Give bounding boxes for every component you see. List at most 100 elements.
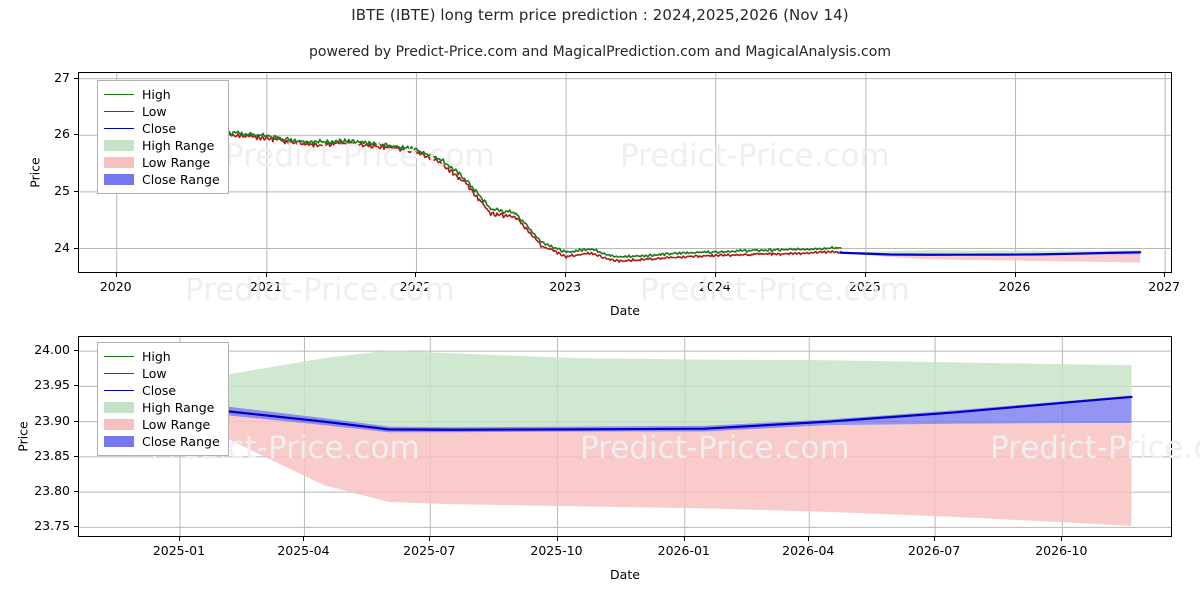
legend-swatch-high-range-icon xyxy=(104,402,134,413)
legend-item-label: Close Range xyxy=(142,434,220,449)
legend-item[interactable]: Close Range xyxy=(104,433,220,450)
legend-item-label: Low Range xyxy=(142,417,211,432)
legend-swatch-low-range-icon xyxy=(104,157,134,168)
x-tick-mark xyxy=(1061,537,1063,541)
legend-item-label: Close Range xyxy=(142,172,220,187)
y-axis-tick: 23.95 xyxy=(34,377,70,393)
y-tick-mark xyxy=(74,491,78,493)
x-axis-tick: 2026-10 xyxy=(1035,543,1088,558)
y-axis-tick: 24.00 xyxy=(34,342,70,358)
legend-swatch-low-line-icon xyxy=(104,106,134,118)
y-axis-tick: 23.75 xyxy=(34,518,70,534)
legend-swatch-close-range-icon xyxy=(104,436,134,447)
long-term-plot-svg xyxy=(79,73,1171,272)
legend-item[interactable]: Low Range xyxy=(104,154,220,171)
forecast-detail-chart-panel xyxy=(78,336,1172,537)
y-axis-tick: 23.80 xyxy=(34,483,70,499)
legend-item[interactable]: Low xyxy=(104,103,220,120)
forecast-detail-y-axis-label: Price xyxy=(15,421,31,452)
y-axis-tick: 24 xyxy=(54,239,70,255)
x-axis-tick: 2026-04 xyxy=(782,543,835,558)
x-axis-tick: 2026-01 xyxy=(657,543,710,558)
y-tick-mark xyxy=(74,247,78,249)
legend-item[interactable]: Low Range xyxy=(104,416,220,433)
forecast-detail-legend: High Low Close High Range Low Range Close Ran… xyxy=(97,342,229,456)
x-axis-tick: 2023 xyxy=(549,279,582,294)
page-title: IBTE (IBTE) long term price prediction :… xyxy=(351,6,849,24)
y-tick-mark xyxy=(74,77,78,79)
y-axis-tick: 27 xyxy=(54,69,70,85)
y-tick-mark xyxy=(74,190,78,192)
x-tick-mark xyxy=(178,537,180,541)
x-tick-mark xyxy=(415,273,417,277)
x-tick-mark xyxy=(303,537,305,541)
forecast-detail-plot-svg xyxy=(79,337,1171,536)
y-tick-mark xyxy=(74,526,78,528)
legend-item[interactable]: High Range xyxy=(104,399,220,416)
legend-item[interactable]: Close xyxy=(104,120,220,137)
long-term-y-axis-label: Price xyxy=(27,157,43,188)
x-tick-mark xyxy=(934,537,936,541)
legend-item-label: Close xyxy=(142,121,177,136)
x-axis-tick: 2025 xyxy=(848,279,881,294)
x-axis-tick: 2025-07 xyxy=(403,543,456,558)
x-axis-tick: 2025-10 xyxy=(530,543,583,558)
long-term-chart-panel xyxy=(78,72,1172,273)
y-axis-tick: 23.90 xyxy=(34,412,70,428)
forecast-detail-x-axis-label: Date xyxy=(610,567,640,582)
legend-item-label: High Range xyxy=(142,400,215,415)
legend-swatch-close-line-icon xyxy=(104,385,134,397)
x-tick-mark xyxy=(565,273,567,277)
forecast-detail-plot-area xyxy=(78,336,1172,537)
legend-swatch-high-line-icon xyxy=(104,89,134,101)
legend-item[interactable]: Close xyxy=(104,382,220,399)
y-axis-tick: 26 xyxy=(54,126,70,142)
x-tick-mark xyxy=(556,537,558,541)
y-tick-mark xyxy=(74,385,78,387)
x-tick-mark xyxy=(714,273,716,277)
legend-item-label: Low xyxy=(142,366,167,381)
legend-item[interactable]: High xyxy=(104,348,220,365)
x-tick-mark xyxy=(429,537,431,541)
legend-item[interactable]: High Range xyxy=(104,137,220,154)
x-tick-mark xyxy=(683,537,685,541)
x-axis-tick: 2026-07 xyxy=(907,543,961,558)
y-tick-mark xyxy=(74,350,78,352)
legend-item-label: Low Range xyxy=(142,155,211,170)
y-tick-mark xyxy=(74,455,78,457)
x-tick-mark xyxy=(864,273,866,277)
legend-item-label: High Range xyxy=(142,138,215,153)
x-axis-tick: 2024 xyxy=(698,279,731,294)
legend-item[interactable]: Low xyxy=(104,365,220,382)
legend-item[interactable]: High xyxy=(104,86,220,103)
x-tick-mark xyxy=(808,537,810,541)
legend-item[interactable]: Close Range xyxy=(104,171,220,188)
y-tick-mark xyxy=(74,134,78,136)
x-tick-mark xyxy=(1164,273,1166,277)
y-tick-mark xyxy=(74,420,78,422)
legend-swatch-close-range-icon xyxy=(104,174,134,185)
x-axis-tick: 2025-01 xyxy=(152,543,206,558)
long-term-legend: High Low Close High Range Low Range Close Ran… xyxy=(97,80,229,194)
long-term-plot-area xyxy=(78,72,1172,273)
x-axis-tick: 2022 xyxy=(399,279,432,294)
x-tick-mark xyxy=(1014,273,1016,277)
y-axis-tick: 23.85 xyxy=(34,447,70,463)
legend-item-label: High xyxy=(142,87,171,102)
y-axis-tick: 25 xyxy=(54,182,70,198)
x-axis-tick: 2025-04 xyxy=(277,543,330,558)
page-subtitle: powered by Predict-Price.com and Magical… xyxy=(309,44,891,60)
x-axis-tick: 2026 xyxy=(998,279,1031,294)
legend-item-label: Low xyxy=(142,104,167,119)
x-tick-mark xyxy=(115,273,117,277)
long-term-x-axis-label: Date xyxy=(610,303,640,318)
legend-swatch-low-line-icon xyxy=(104,368,134,380)
x-axis-tick: 2027 xyxy=(1148,279,1181,294)
legend-item-label: Close xyxy=(142,383,177,398)
legend-swatch-high-range-icon xyxy=(104,140,134,151)
legend-swatch-close-line-icon xyxy=(104,123,134,135)
x-axis-tick: 2021 xyxy=(249,279,282,294)
legend-swatch-low-range-icon xyxy=(104,419,134,430)
legend-item-label: High xyxy=(142,349,171,364)
